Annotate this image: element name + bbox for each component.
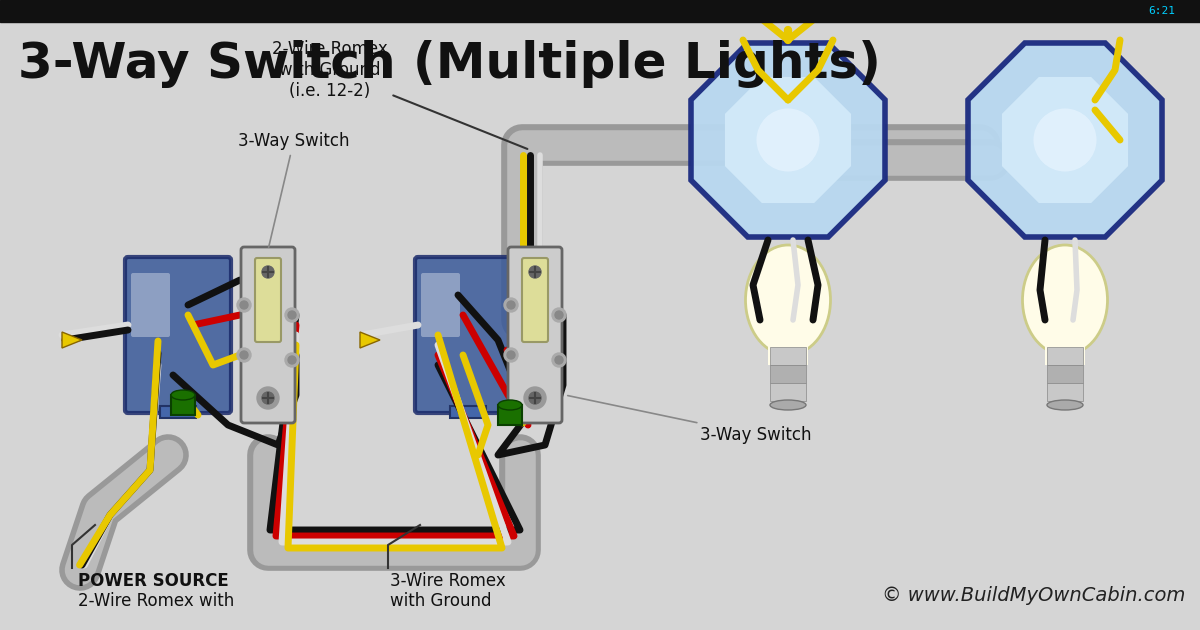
Bar: [1046, 365, 1084, 383]
Circle shape: [504, 348, 518, 362]
FancyBboxPatch shape: [415, 257, 521, 413]
FancyBboxPatch shape: [421, 273, 460, 337]
FancyBboxPatch shape: [256, 258, 281, 342]
Polygon shape: [725, 77, 851, 203]
Circle shape: [554, 356, 563, 364]
FancyBboxPatch shape: [125, 257, 230, 413]
FancyBboxPatch shape: [508, 247, 562, 423]
Text: 3-Way Switch: 3-Way Switch: [238, 132, 349, 248]
Circle shape: [1033, 108, 1097, 171]
Circle shape: [238, 298, 251, 312]
Circle shape: [240, 301, 248, 309]
Circle shape: [257, 261, 278, 283]
Bar: [160, 406, 196, 418]
Bar: [498, 405, 522, 425]
Text: © www.BuildMyOwnCabin.com: © www.BuildMyOwnCabin.com: [882, 586, 1186, 605]
Bar: [0, 0, 1200, 22]
Bar: [450, 406, 486, 418]
Polygon shape: [691, 43, 886, 237]
Circle shape: [238, 348, 251, 362]
Text: POWER SOURCE: POWER SOURCE: [78, 572, 229, 590]
Ellipse shape: [172, 390, 194, 400]
Circle shape: [508, 351, 515, 359]
Circle shape: [508, 301, 515, 309]
Circle shape: [529, 266, 541, 278]
FancyBboxPatch shape: [131, 273, 170, 337]
Bar: [1046, 383, 1084, 401]
Bar: [1045, 325, 1085, 365]
Circle shape: [552, 353, 566, 367]
Text: 2-Wire Romex with: 2-Wire Romex with: [78, 592, 234, 610]
Circle shape: [524, 261, 546, 283]
Ellipse shape: [1022, 245, 1108, 355]
Circle shape: [286, 353, 299, 367]
Bar: [770, 383, 806, 401]
Circle shape: [257, 387, 278, 409]
Bar: [770, 347, 806, 365]
Bar: [768, 325, 808, 365]
Text: 3-Wire Romex: 3-Wire Romex: [390, 572, 505, 590]
Circle shape: [288, 356, 296, 364]
FancyBboxPatch shape: [241, 247, 295, 423]
Bar: [770, 365, 806, 383]
Text: 2-Wire Romex
with Ground
(i.e. 12-2): 2-Wire Romex with Ground (i.e. 12-2): [272, 40, 528, 149]
Circle shape: [262, 266, 274, 278]
Ellipse shape: [745, 245, 830, 355]
Circle shape: [552, 308, 566, 322]
Polygon shape: [62, 332, 82, 348]
FancyBboxPatch shape: [522, 258, 548, 342]
Bar: [172, 395, 194, 415]
Bar: [1046, 347, 1084, 365]
Circle shape: [504, 298, 518, 312]
Text: 3-Way Switch: 3-Way Switch: [568, 396, 811, 444]
Polygon shape: [968, 43, 1162, 237]
Circle shape: [240, 351, 248, 359]
Circle shape: [288, 311, 296, 319]
Ellipse shape: [770, 400, 806, 410]
Circle shape: [756, 108, 820, 171]
Ellipse shape: [498, 400, 522, 410]
Circle shape: [529, 392, 541, 404]
Text: 3-Way Switch (Multiple Lights): 3-Way Switch (Multiple Lights): [18, 40, 881, 88]
Text: 6:21: 6:21: [1148, 6, 1175, 16]
Circle shape: [262, 392, 274, 404]
Ellipse shape: [1046, 400, 1084, 410]
Circle shape: [524, 387, 546, 409]
Circle shape: [554, 311, 563, 319]
Polygon shape: [360, 332, 380, 348]
Circle shape: [286, 308, 299, 322]
Text: with Ground: with Ground: [390, 592, 492, 610]
Polygon shape: [1002, 77, 1128, 203]
